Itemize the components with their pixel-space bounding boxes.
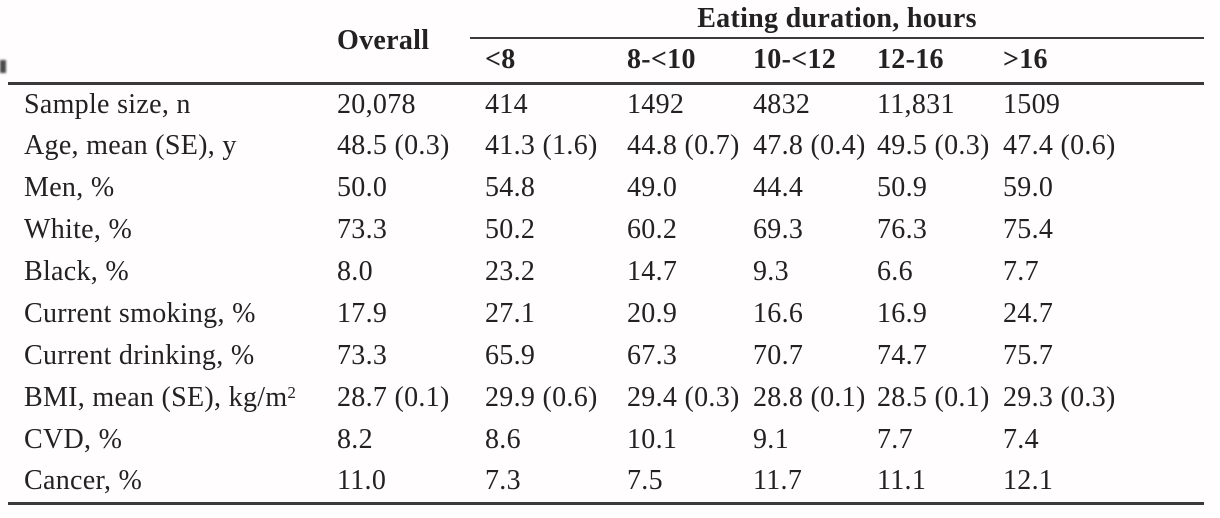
column-header-lt8: <8 [470,38,627,85]
cell-overall: 8.2 [337,424,373,455]
cell-10-lt12: 9.1 [753,424,789,455]
table-header-row-subcolumns: <8 8-<10 10-<12 12-16 >16 [8,38,1205,85]
row-label: BMI, mean (SE), kg/m2 [24,382,296,413]
cell-gt16: 59.0 [1003,172,1054,203]
row-label: Black, % [24,256,130,287]
cell-overall: 20,078 [337,88,416,120]
cell-gt16: 29.3 (0.3) [1003,382,1116,413]
cell-overall: 8.0 [337,256,373,287]
cell-gt16: 7.4 [1003,424,1039,455]
row-label: CVD, % [24,424,123,455]
cell-gt16: 7.7 [1003,256,1039,287]
column-group-header-eating-duration: Eating duration, hours [470,0,1205,39]
screen-edge-artifact [0,60,6,73]
cell-12-16: 76.3 [877,214,928,245]
cell-overall: 50.0 [337,172,388,203]
cell-overall: 11.0 [337,461,470,505]
row-label: Sample size, n [24,88,191,120]
table-row-current-smoking: Current smoking, % 17.9 27.1 20.9 16.6 1… [8,293,1204,335]
cell-12-16: 6.6 [877,256,913,287]
row-label: White, % [24,214,133,245]
column-header-10-lt12: 10-<12 [753,38,877,85]
cell-8-lt10: 44.8 (0.7) [627,130,740,161]
cell-gt16: 1509 [1003,88,1061,120]
cell-8-lt10: 20.9 [627,298,678,329]
cell-10-lt12: 9.3 [753,256,789,287]
cell-10-lt12: 47.8 (0.4) [753,130,866,161]
cell-8-lt10: 29.4 (0.3) [627,382,740,413]
cell-8-lt10: 67.3 [627,340,678,371]
cell-overall: 28.7 (0.1) [337,382,450,413]
row-label: Cancer, % [8,461,337,505]
cell-lt8: 29.9 (0.6) [485,382,598,413]
column-header-overall: Overall [337,0,470,85]
cell-lt8: 7.3 [470,461,627,505]
row-label: Current smoking, % [24,298,256,329]
cell-10-lt12: 16.6 [753,298,804,329]
table-row-cvd: CVD, % 8.2 8.6 10.1 9.1 7.7 7.4 [8,419,1204,461]
column-header-gt16: >16 [1003,38,1205,85]
cell-12-16: 49.5 (0.3) [877,130,990,161]
cell-overall: 17.9 [337,298,388,329]
cell-8-lt10: 49.0 [627,172,678,203]
table-header: Overall Eating duration, hours <8 8-<10 … [8,0,1205,85]
cell-lt8: 65.9 [485,340,536,371]
cell-gt16: 75.4 [1003,214,1054,245]
superscript: 2 [287,383,296,402]
table-row-black: Black, % 8.0 23.2 14.7 9.3 6.6 7.7 [8,251,1204,293]
cell-overall: 73.3 [337,340,388,371]
table-row-bmi: BMI, mean (SE), kg/m2 28.7 (0.1) 29.9 (0… [8,377,1204,419]
cell-gt16: 47.4 (0.6) [1003,130,1116,161]
cell-gt16: 75.7 [1003,340,1054,371]
table-header-row-group: Overall Eating duration, hours [8,0,1205,85]
cell-overall: 73.3 [337,214,388,245]
cell-12-16: 7.7 [877,424,913,455]
cell-lt8: 8.6 [485,424,521,455]
cell-10-lt12: 11.7 [753,461,877,505]
cell-lt8: 50.2 [485,214,536,245]
cell-10-lt12: 28.8 (0.1) [753,382,866,413]
cell-lt8: 414 [485,88,528,120]
cell-12-16: 74.7 [877,340,928,371]
cell-10-lt12: 44.4 [753,172,804,203]
cell-lt8: 23.2 [485,256,536,287]
cell-8-lt10: 14.7 [627,256,678,287]
row-label: Men, % [24,172,115,203]
cell-8-lt10: 10.1 [627,424,678,455]
cell-lt8: 27.1 [485,298,536,329]
row-label: Current drinking, % [24,340,255,371]
cell-gt16: 24.7 [1003,298,1054,329]
column-header-empty [8,0,337,85]
column-header-8-lt10: 8-<10 [627,38,753,85]
cell-gt16: 12.1 [1003,461,1205,505]
cell-10-lt12: 4832 [753,88,811,120]
table-row-cancer: Cancer, % 11.0 7.3 7.5 11.7 11.1 12.1 [8,461,1205,505]
table-row-age: Age, mean (SE), y 48.5 (0.3) 41.3 (1.6) … [8,125,1204,167]
row-label: Age, mean (SE), y [24,130,237,161]
cell-10-lt12: 69.3 [753,214,804,245]
cell-12-16: 28.5 (0.1) [877,382,990,413]
cell-12-16: 50.9 [877,172,928,203]
table-row-white: White, % 73.3 50.2 60.2 69.3 76.3 75.4 [8,209,1204,251]
cell-10-lt12: 70.7 [753,340,804,371]
table-row-men: Men, % 50.0 54.8 49.0 44.4 50.9 59.0 [8,167,1204,209]
table-row-current-drinking: Current drinking, % 73.3 65.9 67.3 70.7 … [8,335,1204,377]
cell-overall: 48.5 (0.3) [337,130,450,161]
table-body: Sample size, n 20,078 414 1492 4832 11,8… [8,83,1205,505]
cell-12-16: 11.1 [877,461,1003,505]
baseline-characteristics-table: Overall Eating duration, hours <8 8-<10 … [8,0,1205,505]
cell-8-lt10: 60.2 [627,214,678,245]
cell-lt8: 41.3 (1.6) [485,130,598,161]
column-header-12-16: 12-16 [877,38,1003,85]
cell-12-16: 11,831 [877,88,955,120]
cell-8-lt10: 7.5 [627,461,753,505]
cell-8-lt10: 1492 [627,88,685,120]
table-row-sample-size: Sample size, n 20,078 414 1492 4832 11,8… [8,83,1204,125]
cell-12-16: 16.9 [877,298,928,329]
cell-lt8: 54.8 [485,172,536,203]
